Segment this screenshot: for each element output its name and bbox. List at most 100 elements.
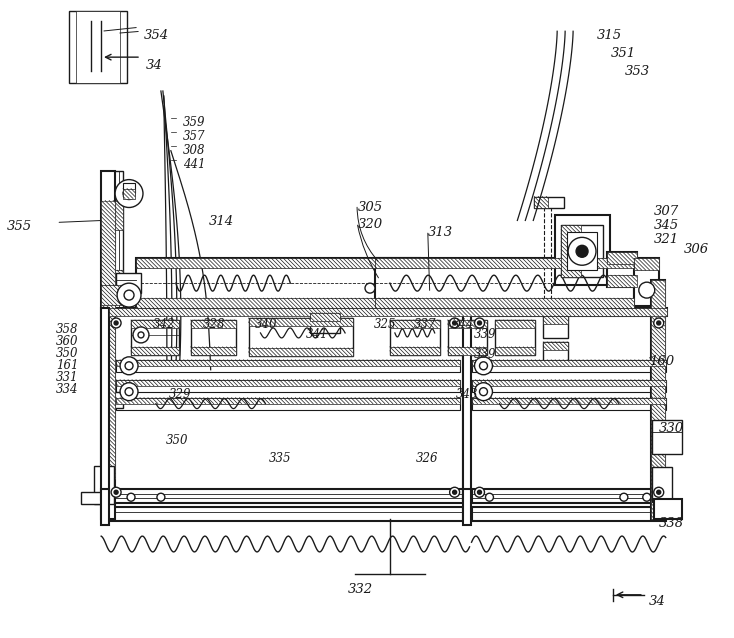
Text: 334: 334 (57, 383, 79, 396)
Text: 353: 353 (625, 65, 650, 78)
Text: 34: 34 (146, 59, 163, 72)
Bar (101, 489, 109, 525)
Circle shape (478, 321, 482, 325)
Bar (448, 347, 487, 355)
Text: 345: 345 (654, 219, 679, 232)
Text: 307: 307 (654, 205, 679, 218)
Text: 305: 305 (358, 200, 383, 214)
Bar (109, 507, 462, 521)
Bar (123, 189, 135, 198)
Bar (101, 308, 109, 500)
Bar (191, 320, 236, 328)
Circle shape (127, 493, 135, 501)
Circle shape (365, 283, 375, 293)
Bar (116, 397, 459, 404)
Bar (390, 320, 440, 328)
Circle shape (474, 357, 493, 375)
Circle shape (474, 487, 484, 497)
Text: 332: 332 (348, 583, 373, 596)
Circle shape (474, 318, 484, 328)
Text: 313: 313 (428, 226, 453, 239)
Bar (471, 360, 666, 366)
Bar (448, 320, 487, 328)
Bar (116, 380, 459, 386)
Bar (101, 170, 123, 370)
Bar (562, 225, 603, 277)
Bar (471, 380, 666, 392)
Bar (101, 271, 123, 295)
Bar (534, 197, 564, 209)
Bar (652, 420, 682, 454)
Circle shape (117, 283, 141, 307)
Bar (111, 392, 123, 408)
Bar (534, 197, 548, 209)
Text: 344: 344 (451, 318, 474, 331)
Circle shape (114, 490, 118, 494)
Circle shape (453, 490, 457, 494)
Bar (310, 313, 340, 333)
Bar (471, 507, 666, 521)
Circle shape (133, 327, 149, 343)
Bar (471, 397, 666, 410)
Bar (634, 258, 658, 271)
Bar (607, 252, 637, 287)
Bar (543, 342, 568, 364)
Bar (191, 320, 236, 355)
Bar (495, 347, 535, 355)
Circle shape (485, 493, 493, 501)
Bar (390, 347, 440, 355)
Circle shape (643, 493, 651, 501)
Bar (495, 320, 535, 355)
Bar (471, 397, 666, 404)
Bar (375, 258, 634, 308)
Bar (495, 320, 535, 328)
Bar (136, 298, 420, 308)
Bar (249, 348, 353, 356)
Bar (116, 397, 459, 410)
Bar (652, 468, 672, 502)
Text: 329: 329 (169, 388, 192, 401)
Text: 306: 306 (683, 243, 709, 256)
Bar (448, 320, 487, 355)
Bar (116, 360, 459, 372)
Bar (651, 280, 665, 519)
Text: 338: 338 (658, 517, 684, 530)
Circle shape (654, 318, 664, 328)
Text: 330: 330 (658, 422, 684, 434)
Bar (81, 493, 101, 504)
Bar (76, 11, 120, 83)
Bar (101, 170, 115, 519)
Text: 325: 325 (374, 318, 396, 331)
Bar (109, 489, 462, 503)
Bar (116, 273, 141, 293)
Text: 337: 337 (414, 318, 436, 331)
Circle shape (654, 487, 664, 497)
Circle shape (120, 383, 138, 401)
Bar (543, 316, 568, 338)
Bar (390, 320, 440, 355)
Text: 315: 315 (597, 29, 622, 42)
Text: 335: 335 (269, 452, 291, 465)
Text: 161: 161 (57, 359, 79, 372)
Bar (543, 342, 568, 350)
Bar (462, 308, 470, 500)
Text: 314: 314 (208, 216, 234, 228)
Text: 343: 343 (456, 388, 478, 401)
Bar (654, 499, 682, 519)
Bar (191, 347, 236, 355)
Circle shape (639, 282, 655, 298)
Bar (471, 360, 666, 372)
Text: 339: 339 (473, 328, 496, 341)
Bar (116, 380, 459, 392)
Text: 321: 321 (654, 234, 679, 246)
Bar (607, 275, 637, 287)
Circle shape (157, 493, 165, 501)
Bar (101, 285, 123, 305)
Circle shape (115, 180, 143, 207)
Text: 342: 342 (153, 318, 175, 331)
Text: 308: 308 (183, 144, 206, 157)
Text: 320: 320 (358, 218, 383, 232)
Circle shape (657, 490, 661, 494)
Bar (375, 258, 634, 268)
Bar (607, 252, 637, 264)
